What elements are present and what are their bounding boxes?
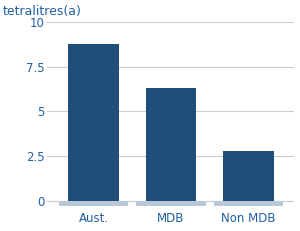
Bar: [223, 151, 274, 201]
Bar: [58, 201, 128, 206]
Bar: [68, 43, 119, 201]
Text: tetralitres(a): tetralitres(a): [3, 5, 82, 18]
Bar: [214, 201, 283, 206]
Bar: [146, 88, 196, 201]
Bar: [136, 201, 206, 206]
